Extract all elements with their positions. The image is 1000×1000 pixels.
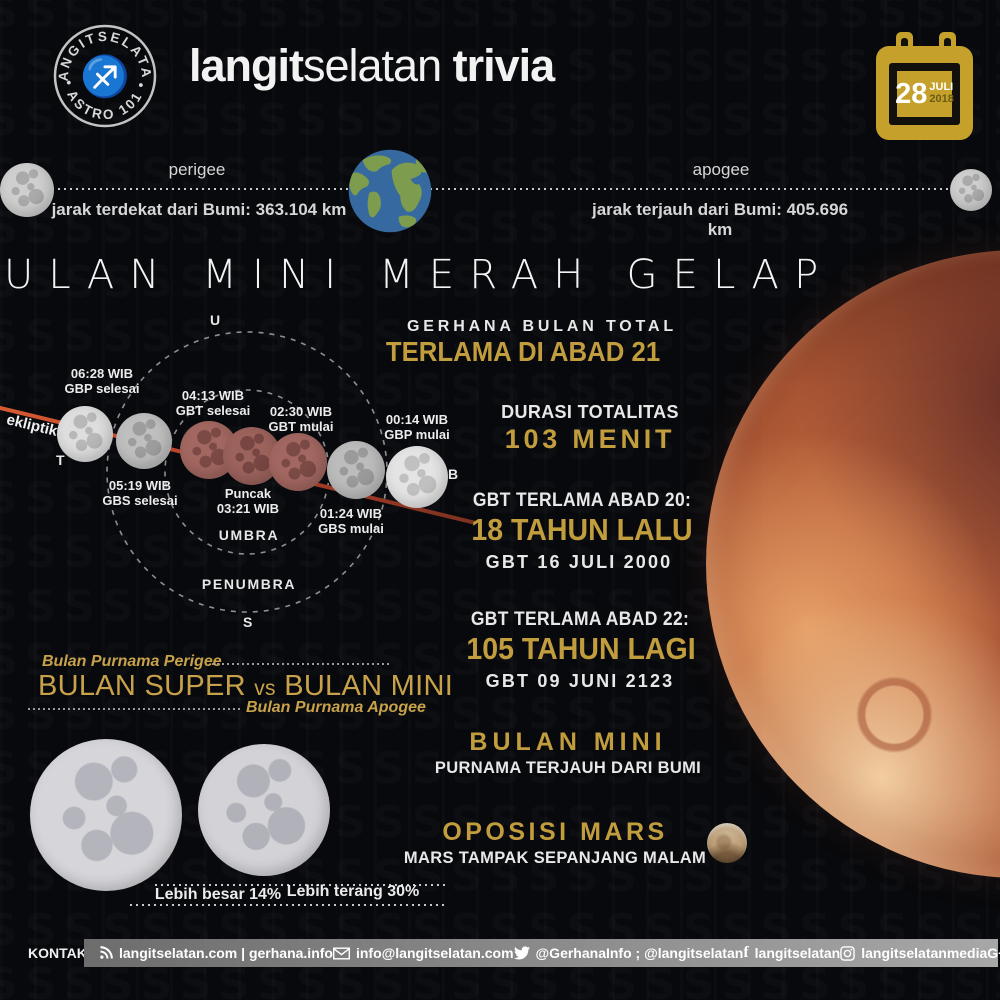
fact-abad20-heading: GBT TERLAMA ABAD 20: <box>472 490 692 511</box>
fact-duration-heading: DURASI TOTALITAS <box>501 402 679 422</box>
comparison-bigger-label: Lebih besar 14% <box>154 886 282 903</box>
fact-oposisi-sub: MARS TAMPAK SEPANJANG MALAM <box>403 849 707 867</box>
phase-label-6: 01:24 WIB GBS mulai <box>318 506 384 537</box>
fact-abad22-value: 105 TAHUN LAGI <box>466 631 696 666</box>
logo-centaur-archer-icon: ♐ <box>80 53 130 99</box>
fact-eclipse-value: TERLAMA DI ABAD 21 <box>385 336 661 367</box>
phase-moon-gbs-mulai <box>327 441 385 499</box>
mars-planet <box>707 823 747 863</box>
fact-bulan-mini-value: BULAN MINI <box>469 728 667 756</box>
comparison-caption-line-top <box>212 663 392 665</box>
footer-item-twitter[interactable]: @GerhanaInfo ; @langitselatan <box>513 945 743 961</box>
phase-moon-gbt-mulai <box>269 433 327 491</box>
footer-item-instagram[interactable]: langitselatanmedia <box>840 945 987 961</box>
perigee-label: perigee <box>168 160 226 179</box>
facebook-icon: f <box>743 944 749 961</box>
brand-title: langitselatan trivia <box>189 40 556 92</box>
comparison-title: BULAN SUPER vs BULAN MINI <box>38 670 454 702</box>
orbit-dotted-line <box>40 188 956 190</box>
penumbra-label: PENUMBRA <box>201 576 297 592</box>
footer-kontak-label: KONTAK: <box>28 945 92 961</box>
comparison-rule-top <box>155 884 447 886</box>
comparison-apogee-caption: Bulan Purnama Apogee <box>246 699 426 716</box>
perigee-detail: jarak terdekat dari Bumi: 363.104 km <box>51 200 347 219</box>
rss-icon <box>98 945 113 961</box>
footer-item-googleplus[interactable]: G+LangitselatanMedia <box>987 945 1000 961</box>
compass-south: S <box>243 614 253 630</box>
calendar-month: JULI <box>929 81 954 94</box>
fact-eclipse-heading: GERHANA BULAN TOTAL <box>407 318 677 335</box>
fact-abad20-value: 18 TAHUN LALU <box>471 512 693 547</box>
phase-label-puncak: Puncak 03:21 WIB <box>216 486 280 517</box>
phase-moon-gbp-selesai <box>57 406 113 462</box>
earth-icon <box>348 149 432 233</box>
brand-bold: langit <box>189 40 304 91</box>
bulan-super-moon <box>30 739 182 891</box>
phase-label-7: 00:14 WIB GBP mulai <box>384 412 450 443</box>
brand-suffix: trivia <box>452 40 556 91</box>
umbra-label: UMBRA <box>218 527 280 543</box>
phase-moon-gbs-selesai <box>116 413 172 469</box>
fact-abad20-sub: GBT 16 JULI 2000 <box>485 552 673 572</box>
email-icon <box>332 946 350 960</box>
footer-item-web[interactable]: langitselatan.com | gerhana.info <box>98 945 333 961</box>
brand-regular: selatan <box>303 40 442 91</box>
page-title: BULAN MINI MERAH GELAP <box>0 252 834 298</box>
phase-label-5: 02:30 WIB GBT mulai <box>268 404 334 435</box>
googleplus-icon: G+LangitselatanMedia <box>987 945 1000 961</box>
calendar-frame: 28 JULI 2018 <box>889 63 960 125</box>
footer-item-email[interactable]: info@langitselatan.com <box>332 945 514 961</box>
comparison-rule-bottom <box>130 904 448 906</box>
calendar-icon: 28 JULI 2018 <box>876 32 976 144</box>
fact-abad22-heading: GBT TERLAMA ABAD 22: <box>470 609 690 630</box>
phase-moon-gbp-mulai <box>386 446 448 508</box>
calendar-year: 2018 <box>929 93 954 105</box>
comparison-brighter-label: Lebih terang 30% <box>286 883 420 900</box>
footer-item-facebook[interactable]: f langitselatan <box>743 944 841 961</box>
apogee-moon <box>950 169 992 211</box>
fact-abad22-sub: GBT 09 JUNI 2123 <box>485 671 675 691</box>
fact-bulan-mini-sub: PURNAMA TERJAUH DARI BUMI <box>434 759 702 777</box>
fact-duration-value: 103 MENIT <box>504 424 676 454</box>
langitselatan-logo: LANGITSELATAN • ASTRO 101 • ♐ <box>48 18 160 134</box>
instagram-icon <box>840 945 855 961</box>
compass-west: B <box>448 466 459 482</box>
calendar-day: 28 <box>895 77 928 110</box>
footer-contact-bar: langitselatan.com | gerhana.info info@la… <box>84 939 1000 967</box>
perigee-moon <box>0 163 54 217</box>
twitter-icon <box>513 946 530 960</box>
phase-label-3: 04:13 WIB GBT selesai <box>175 388 251 419</box>
logo-stamp-icon: LANGITSELATAN • ASTRO 101 • ♐ <box>48 18 157 128</box>
calendar-panel: 28 JULI 2018 <box>895 71 954 117</box>
earth <box>347 148 433 234</box>
compass-north: U <box>210 312 221 328</box>
apogee-label: apogee <box>692 160 750 179</box>
phase-label-1: 06:28 WIB GBP selesai <box>64 366 140 397</box>
bulan-mini-moon <box>198 744 330 876</box>
phase-label-2: 05:19 WIB GBS selesai <box>102 478 178 509</box>
compass-east: T <box>56 452 65 468</box>
fact-oposisi-value: OPOSISI MARS <box>442 818 668 846</box>
calendar-body: 28 JULI 2018 <box>876 46 973 140</box>
apogee-detail: jarak terjauh dari Bumi: 405.696 km <box>591 200 849 239</box>
comparison-perigee-caption: Bulan Purnama Perigee <box>42 653 222 670</box>
comparison-caption-line-bottom <box>28 708 240 710</box>
